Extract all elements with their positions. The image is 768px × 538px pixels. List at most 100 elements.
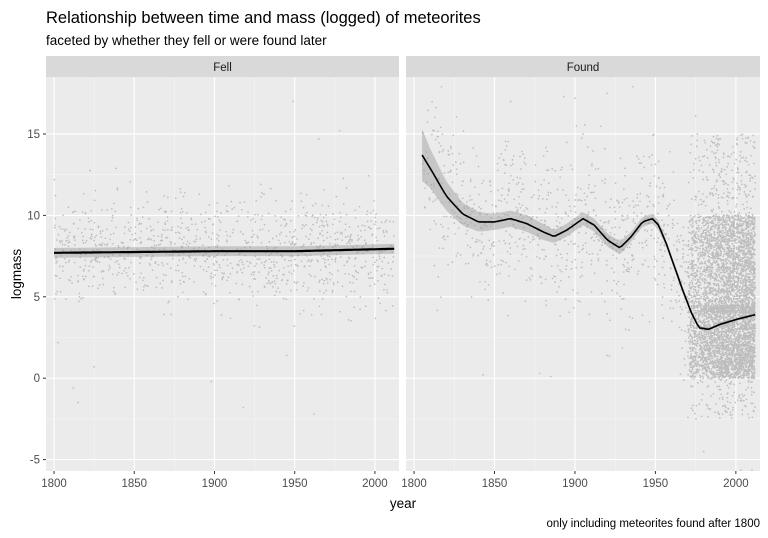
data-point bbox=[692, 288, 695, 290]
data-point bbox=[744, 319, 747, 322]
data-point bbox=[492, 254, 495, 256]
data-point bbox=[189, 257, 192, 259]
data-point bbox=[437, 276, 440, 278]
data-point bbox=[309, 233, 312, 236]
data-point bbox=[532, 236, 534, 238]
data-point bbox=[333, 283, 335, 286]
data-point bbox=[538, 208, 541, 210]
data-point bbox=[92, 266, 95, 268]
data-point bbox=[455, 161, 457, 163]
data-point bbox=[636, 273, 639, 275]
data-point bbox=[159, 239, 162, 242]
data-point bbox=[117, 244, 120, 247]
data-point bbox=[552, 228, 555, 231]
data-point bbox=[273, 261, 275, 263]
data-point bbox=[510, 219, 513, 222]
data-point bbox=[162, 279, 165, 282]
data-point bbox=[469, 246, 472, 249]
data-point bbox=[659, 187, 661, 189]
data-point bbox=[326, 282, 329, 284]
data-point bbox=[715, 180, 718, 183]
data-point bbox=[675, 258, 678, 261]
data-point bbox=[275, 274, 278, 277]
data-point bbox=[150, 229, 152, 232]
data-point bbox=[263, 193, 265, 195]
data-point bbox=[319, 244, 322, 247]
data-point bbox=[309, 243, 312, 246]
data-point bbox=[512, 155, 515, 157]
data-point bbox=[153, 247, 156, 249]
data-point bbox=[519, 155, 521, 158]
data-point bbox=[725, 269, 728, 272]
data-point bbox=[244, 239, 247, 242]
chart-title: Relationship between time and mass (logg… bbox=[46, 9, 481, 27]
data-point bbox=[695, 301, 698, 303]
data-point bbox=[687, 337, 690, 339]
data-point bbox=[276, 252, 279, 255]
data-point bbox=[579, 226, 582, 228]
data-point bbox=[150, 258, 153, 261]
data-point bbox=[743, 191, 746, 193]
data-point bbox=[742, 370, 745, 373]
data-point bbox=[217, 252, 220, 255]
data-point bbox=[713, 237, 715, 240]
data-point bbox=[650, 234, 652, 237]
data-point bbox=[166, 219, 169, 222]
data-point bbox=[280, 231, 283, 234]
data-point bbox=[502, 292, 504, 294]
data-point bbox=[438, 142, 440, 144]
data-point bbox=[203, 220, 206, 222]
data-point bbox=[123, 232, 126, 235]
data-point bbox=[297, 214, 300, 217]
data-point bbox=[563, 239, 566, 242]
data-point bbox=[280, 216, 282, 218]
data-point bbox=[383, 288, 385, 291]
data-point bbox=[264, 286, 266, 289]
data-point bbox=[701, 222, 704, 224]
data-point bbox=[514, 227, 517, 230]
data-point bbox=[687, 266, 690, 269]
data-point bbox=[313, 413, 315, 415]
data-point bbox=[317, 237, 319, 239]
data-point bbox=[117, 246, 120, 249]
data-point bbox=[737, 377, 740, 379]
data-point bbox=[441, 133, 444, 136]
data-point bbox=[274, 282, 277, 285]
data-point bbox=[641, 242, 643, 244]
data-point bbox=[538, 195, 541, 197]
data-point bbox=[358, 237, 360, 240]
data-point bbox=[701, 292, 704, 295]
data-point bbox=[111, 217, 114, 219]
data-point bbox=[54, 274, 57, 277]
data-point bbox=[94, 236, 96, 239]
data-point bbox=[720, 349, 723, 351]
data-point bbox=[453, 217, 455, 220]
data-point bbox=[352, 246, 354, 248]
data-point bbox=[122, 242, 124, 244]
data-point bbox=[753, 221, 756, 223]
data-point bbox=[84, 253, 87, 256]
data-point bbox=[570, 164, 572, 167]
data-point bbox=[339, 211, 342, 214]
data-point bbox=[472, 254, 474, 257]
data-point bbox=[569, 205, 571, 208]
data-point bbox=[581, 261, 584, 264]
data-point bbox=[616, 242, 618, 245]
data-point bbox=[620, 308, 622, 310]
data-point bbox=[750, 402, 752, 405]
data-point bbox=[470, 296, 473, 298]
data-point bbox=[614, 218, 617, 220]
data-point bbox=[458, 152, 461, 155]
data-point bbox=[181, 245, 184, 248]
data-point bbox=[391, 251, 394, 254]
data-point bbox=[343, 264, 346, 267]
data-point bbox=[171, 254, 174, 257]
data-point bbox=[168, 300, 170, 303]
data-point bbox=[678, 300, 681, 302]
data-point bbox=[678, 283, 680, 285]
data-point bbox=[698, 403, 701, 405]
data-point bbox=[88, 221, 90, 223]
data-point bbox=[641, 263, 644, 266]
data-point bbox=[489, 260, 492, 263]
data-point bbox=[689, 340, 692, 343]
